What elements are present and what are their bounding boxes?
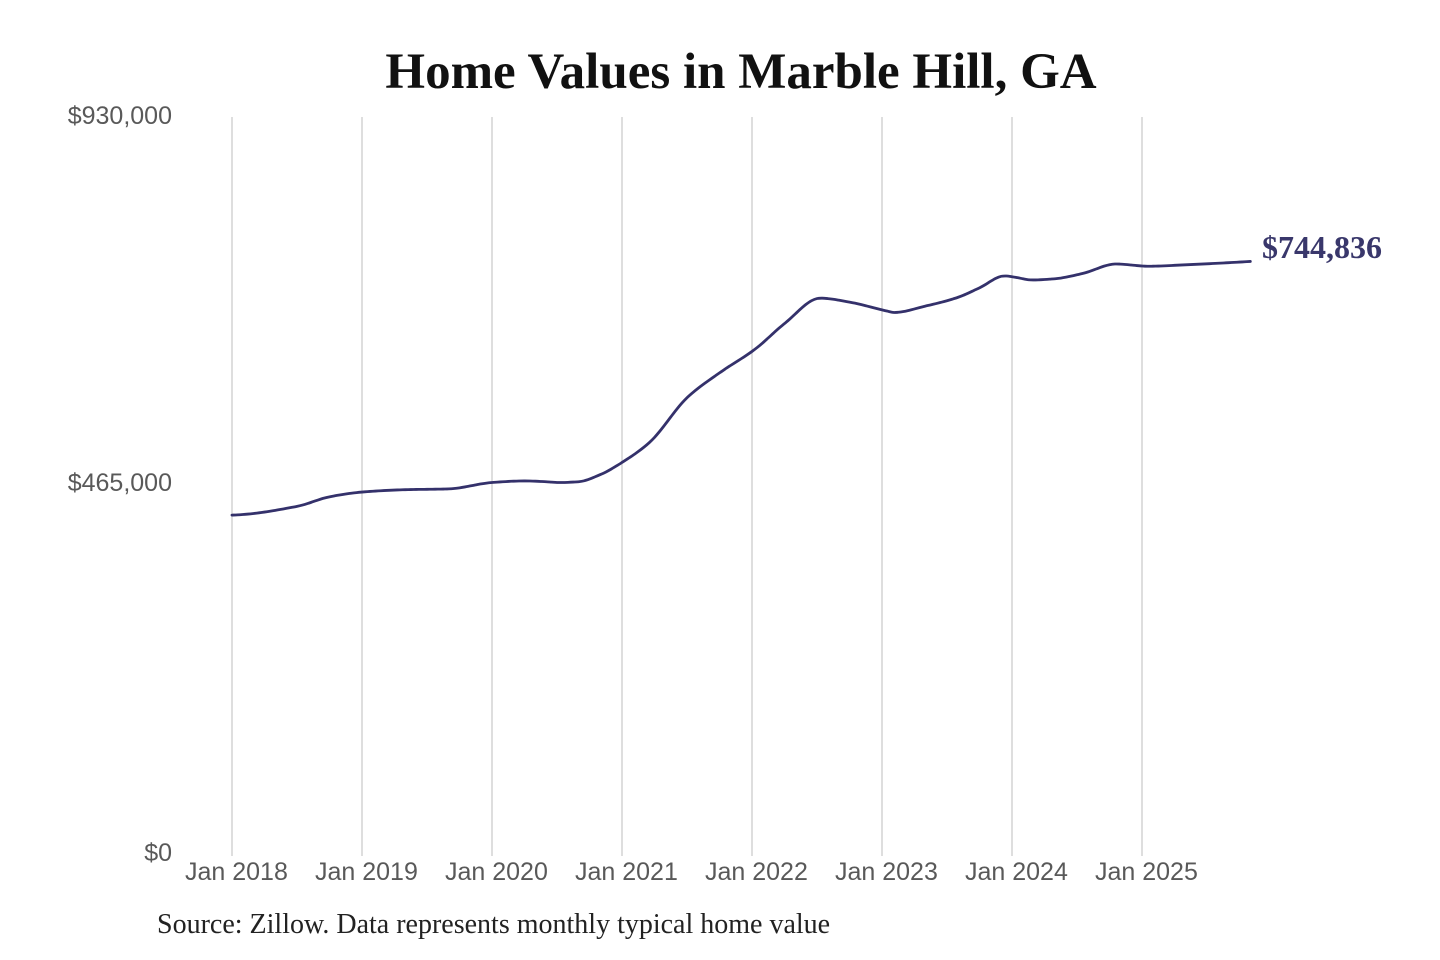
svg-text:$930,000: $930,000 bbox=[68, 102, 172, 130]
svg-text:Jan 2022: Jan 2022 bbox=[705, 858, 808, 886]
svg-text:Jan 2019: Jan 2019 bbox=[315, 858, 418, 886]
svg-text:Jan 2024: Jan 2024 bbox=[965, 858, 1068, 886]
svg-text:Jan 2020: Jan 2020 bbox=[445, 858, 548, 886]
svg-text:Jan 2018: Jan 2018 bbox=[185, 858, 288, 886]
svg-text:Jan 2023: Jan 2023 bbox=[835, 858, 938, 886]
svg-text:$744,836: $744,836 bbox=[1262, 229, 1382, 265]
svg-text:$0: $0 bbox=[144, 839, 172, 867]
svg-text:Jan 2021: Jan 2021 bbox=[575, 858, 678, 886]
svg-text:Jan 2025: Jan 2025 bbox=[1095, 858, 1198, 886]
svg-text:$465,000: $465,000 bbox=[68, 469, 172, 497]
